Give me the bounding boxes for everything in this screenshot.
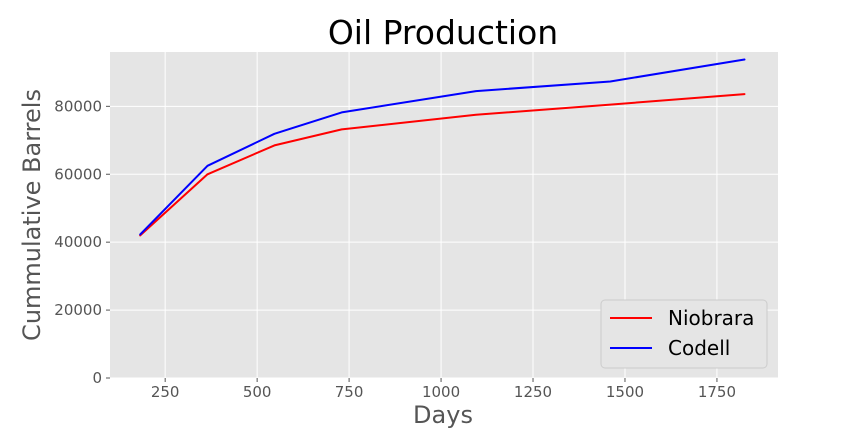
y-tick-label: 40000: [54, 233, 102, 251]
series-line-niobrara: [139, 93, 746, 237]
y-tick-label: 80000: [54, 97, 102, 115]
chart-title: Oil Production: [328, 13, 558, 52]
legend-label-niobrara: Niobrara: [668, 306, 754, 330]
y-axis-label: Cummulative Barrels: [18, 89, 46, 341]
y-tick-label: 0: [92, 369, 102, 387]
y-tick-label: 60000: [54, 165, 102, 183]
x-tick-label: 1000: [422, 383, 460, 401]
y-axis-ticks: 0 20000 40000 60000 80000: [54, 97, 110, 387]
x-tick-label: 500: [243, 383, 272, 401]
x-tick-label: 1500: [606, 383, 644, 401]
x-axis-ticks: 250 500 750 1000 1250 1500 1750: [151, 378, 736, 401]
y-tick-label: 20000: [54, 301, 102, 319]
legend-label-codell: Codell: [668, 336, 730, 360]
x-axis-label: Days: [413, 401, 473, 429]
x-tick-label: 750: [335, 383, 364, 401]
grid: [110, 52, 778, 379]
series-lines: [139, 58, 746, 237]
legend: Niobrara Codell: [600, 299, 768, 369]
x-tick-label: 1250: [514, 383, 552, 401]
series-line-codell: [139, 58, 746, 236]
x-tick-label: 1750: [698, 383, 736, 401]
x-tick-label: 250: [151, 383, 180, 401]
